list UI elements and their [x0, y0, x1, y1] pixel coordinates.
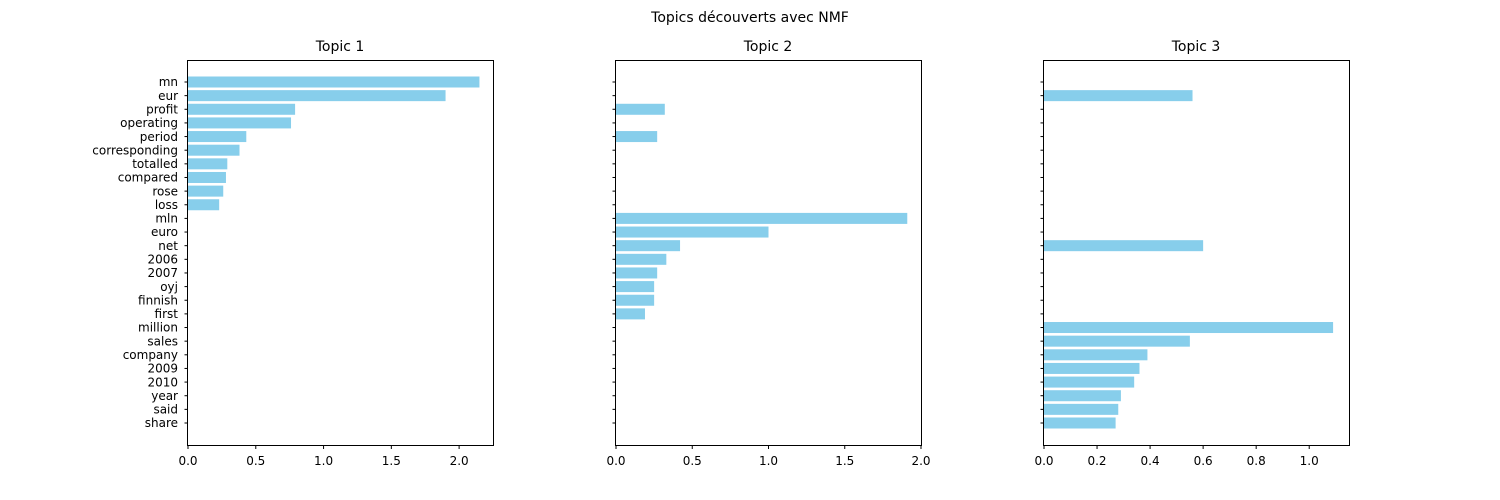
ytick-label-loss: loss [155, 198, 178, 212]
ytick-label-mln: mln [155, 212, 178, 226]
bar-topic-3-share [1044, 417, 1116, 429]
bar-topic-1-profit [188, 103, 296, 115]
bar-topic-1-loss [188, 199, 220, 211]
bar-topic-2-oyj [616, 281, 655, 293]
panel-title-topic-2: Topic 2 [743, 39, 793, 55]
xtick-label-1-0: 1.0 [759, 454, 778, 468]
bar-topic-1-rose [188, 185, 224, 197]
xtick-label-1-5: 1.5 [835, 454, 854, 468]
bar-topic-2-euro [616, 226, 769, 238]
ytick-label-profit: profit [146, 102, 178, 116]
ytick-label-2010: 2010 [147, 375, 178, 389]
bar-topic-3-sales [1044, 335, 1190, 347]
ytick-label-2009: 2009 [147, 362, 178, 376]
xtick-label-2-0: 2.0 [911, 454, 930, 468]
xticks-topic-3: 0.0 0.2 0.4 0.6 0.8 1.0 [1034, 445, 1319, 468]
ytick-label-finnish: finnish [138, 293, 178, 307]
xtick-label-0-0: 0.0 [606, 454, 625, 468]
bar-topic-1-mn [188, 76, 480, 88]
bar-topic-2-first [616, 308, 645, 320]
xticks-topic-1: 0.0 0.5 1.0 1.5 2.0 [178, 445, 469, 468]
ytick-label-mn: mn [159, 75, 178, 89]
bar-topic-1-compared [188, 171, 226, 183]
bar-topic-3-million [1044, 322, 1334, 334]
bars-topic-1 [188, 76, 480, 211]
xticks-topic-2: 0.0 0.5 1.0 1.5 2.0 [606, 445, 931, 468]
panel-title-topic-1: Topic 1 [315, 39, 365, 55]
panel-topic-3: Topic 3 0.0 0.2 0.4 0.6 0.8 1.0 [1034, 39, 1350, 468]
ytick-label-net: net [158, 239, 178, 253]
ytick-label-said: said [153, 403, 178, 417]
bar-topic-1-corresponding [188, 144, 240, 156]
figure-title: Topics découverts avec NMF [650, 10, 849, 26]
xtick-label-0-5: 0.5 [683, 454, 702, 468]
ytick-label-period: period [140, 130, 178, 144]
axes-frame-topic-2 [615, 60, 922, 446]
bar-topic-1-totalled [188, 158, 228, 170]
bar-topic-2-2007 [616, 267, 658, 279]
ytick-label-share: share [145, 416, 178, 430]
bar-topic-2-2006 [616, 253, 667, 265]
ytick-label-year: year [151, 389, 178, 403]
panel-topic-2: Topic 2 0.0 0.5 1.0 1.5 2.0 [606, 39, 930, 468]
ytick-label-2007: 2007 [147, 266, 178, 280]
panel-title-topic-3: Topic 3 [1171, 39, 1221, 55]
bars-topic-2 [616, 103, 908, 320]
xtick-label-0-6: 0.6 [1194, 454, 1213, 468]
ytick-label-operating: operating [120, 116, 178, 130]
bar-topic-3-net [1044, 240, 1204, 252]
xtick-label-0-4: 0.4 [1141, 454, 1160, 468]
bar-topic-3-said [1044, 403, 1119, 415]
xtick-label-0-0: 0.0 [178, 454, 197, 468]
ytick-label-company: company [123, 348, 178, 362]
xtick-label-1-0: 1.0 [1300, 454, 1319, 468]
ytick-label-totalled: totalled [132, 157, 178, 171]
xtick-label-2-0: 2.0 [450, 454, 469, 468]
ytick-label-rose: rose [152, 184, 178, 198]
bar-topic-3-2010 [1044, 376, 1135, 388]
bar-topic-2-period [616, 131, 658, 143]
ytick-label-oyj: oyj [160, 280, 178, 294]
bar-topic-3-2009 [1044, 362, 1140, 374]
axes-frame-topic-3 [1043, 60, 1350, 446]
axes-frame-topic-1 [187, 60, 494, 446]
bar-topic-3-company [1044, 349, 1148, 361]
ytick-label-corresponding: corresponding [92, 143, 178, 157]
xtick-label-1-0: 1.0 [314, 454, 333, 468]
ytick-label-million: million [138, 321, 178, 335]
ytick-label-first: first [155, 307, 179, 321]
ytick-label-compared: compared [118, 171, 178, 185]
bar-topic-1-period [188, 131, 247, 143]
bar-topic-1-operating [188, 117, 292, 129]
yticks-topic-1: mneurprofitoperatingperiodcorrespondingt… [92, 75, 188, 430]
bars-topic-3 [1044, 90, 1334, 429]
ytick-label-2006: 2006 [147, 253, 178, 267]
xtick-label-0-0: 0.0 [1034, 454, 1053, 468]
xtick-label-0-2: 0.2 [1087, 454, 1106, 468]
bar-topic-2-mln [616, 212, 908, 224]
xtick-label-1-5: 1.5 [382, 454, 401, 468]
xtick-label-0-5: 0.5 [246, 454, 265, 468]
bar-topic-3-year [1044, 390, 1121, 402]
ytick-label-euro: euro [151, 225, 178, 239]
bar-topic-2-net [616, 240, 681, 252]
ytick-label-sales: sales [147, 334, 178, 348]
xtick-label-0-8: 0.8 [1247, 454, 1266, 468]
bar-topic-2-profit [616, 103, 665, 115]
bar-topic-3-eur [1044, 90, 1193, 102]
panel-topic-1: Topic 1 mneurprofitoperatingperiodcorres… [92, 39, 494, 468]
bar-topic-2-finnish [616, 294, 655, 306]
bar-topic-1-eur [188, 90, 446, 102]
ytick-label-eur: eur [158, 89, 178, 103]
